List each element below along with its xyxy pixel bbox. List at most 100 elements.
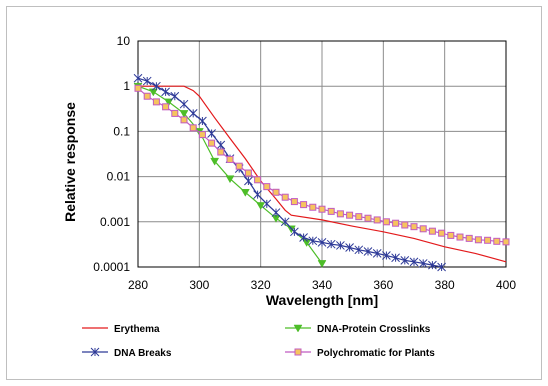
polychromatic-for-plants-marker bbox=[456, 233, 464, 241]
polychromatic-for-plants-marker bbox=[318, 205, 326, 213]
polychromatic-for-plants-marker bbox=[309, 203, 317, 211]
polychromatic-for-plants-marker bbox=[346, 211, 354, 219]
dna-protein-crosslinks-marker bbox=[179, 110, 189, 118]
y-tick-label: 0.0001 bbox=[93, 260, 130, 274]
dna-breaks-marker bbox=[345, 243, 354, 252]
dna-breaks-marker bbox=[308, 236, 318, 246]
polychromatic-for-plants-marker bbox=[189, 124, 197, 132]
dna-protein-crosslinks-marker bbox=[256, 202, 266, 210]
polychromatic-for-plants-marker bbox=[428, 227, 436, 235]
x-tick-label: 400 bbox=[496, 278, 516, 292]
legend-item-erythema: Erythema bbox=[82, 324, 160, 335]
polychromatic-for-plants-marker bbox=[493, 237, 501, 245]
legend-dna-breaks-marker bbox=[90, 347, 100, 357]
dna-breaks-marker bbox=[271, 208, 281, 217]
y-tick-label: 0.1 bbox=[113, 124, 130, 138]
polychromatic-for-plants-marker bbox=[484, 236, 492, 244]
polychromatic-for-plants-marker bbox=[281, 193, 289, 201]
x-tick-label: 340 bbox=[312, 278, 332, 292]
polychromatic-for-plants-marker bbox=[336, 210, 344, 218]
dna-protein-crosslinks-marker bbox=[302, 239, 312, 247]
dna-breaks-marker bbox=[372, 249, 382, 258]
dna-breaks-marker bbox=[437, 262, 446, 272]
dna-protein-crosslinks-line bbox=[137, 85, 323, 264]
dna-breaks-marker bbox=[244, 176, 253, 186]
polychromatic-for-plants-marker bbox=[382, 218, 390, 226]
dna-breaks-marker bbox=[409, 257, 419, 267]
series-dna-protein-crosslinks bbox=[133, 82, 327, 268]
x-tick-label: 320 bbox=[251, 278, 271, 292]
polychromatic-for-plants-marker bbox=[134, 84, 142, 92]
dna-breaks-marker bbox=[317, 238, 327, 247]
series-polychromatic-for-plants bbox=[134, 84, 510, 246]
y-tick-label: 0.001 bbox=[100, 215, 130, 229]
series-layer bbox=[133, 73, 510, 272]
x-tick-label: 300 bbox=[189, 278, 209, 292]
y-axis-title: Relative response bbox=[62, 102, 78, 222]
legend-item-polychromatic-for-plants: Polychromatic for Plants bbox=[285, 348, 435, 359]
dna-breaks-marker bbox=[336, 241, 345, 250]
dna-breaks-marker bbox=[382, 251, 391, 260]
polychromatic-for-plants-marker bbox=[419, 225, 427, 233]
polychromatic-for-plants-marker bbox=[235, 162, 243, 170]
dna-protein-crosslinks-marker bbox=[225, 175, 235, 184]
polychromatic-for-plants-marker bbox=[244, 169, 252, 177]
dna-breaks-marker bbox=[290, 227, 299, 237]
y-tick-label: 0.01 bbox=[107, 170, 131, 184]
dna-breaks-marker bbox=[152, 81, 161, 91]
polychromatic-for-plants-marker bbox=[474, 236, 482, 244]
polychromatic-for-plants-marker bbox=[263, 183, 271, 191]
dna-breaks-marker bbox=[326, 239, 336, 249]
dna-protein-crosslinks-marker bbox=[317, 260, 327, 268]
x-tick-label: 380 bbox=[435, 278, 455, 292]
dna-breaks-marker bbox=[354, 245, 364, 255]
dna-breaks-marker bbox=[428, 260, 437, 270]
x-tick-label: 280 bbox=[128, 278, 148, 292]
dna-breaks-marker bbox=[299, 233, 308, 242]
polychromatic-for-plants-marker bbox=[327, 207, 335, 215]
polychromatic-for-plants-marker bbox=[226, 155, 234, 163]
dna-breaks-marker bbox=[188, 109, 198, 118]
polychromatic-for-plants-marker bbox=[171, 109, 179, 117]
dna-protein-crosslinks-marker bbox=[240, 189, 250, 197]
dna-breaks-marker bbox=[133, 73, 143, 83]
x-tick-label: 360 bbox=[373, 278, 393, 292]
legend-item-dna-protein-crosslinks: DNA-Protein Crosslinks bbox=[285, 324, 431, 335]
dna-breaks-marker bbox=[179, 99, 189, 109]
dna-breaks-marker bbox=[280, 217, 290, 227]
dna-breaks-marker bbox=[198, 116, 207, 126]
dna-breaks-marker bbox=[400, 256, 410, 265]
dna-breaks-marker bbox=[161, 87, 170, 97]
dna-breaks-marker bbox=[391, 253, 400, 263]
polychromatic-for-plants-marker bbox=[180, 116, 188, 124]
dna-protein-crosslinks-marker bbox=[210, 157, 220, 166]
x-axis-title: Wavelength [nm] bbox=[266, 292, 378, 308]
polychromatic-for-plants-marker bbox=[392, 219, 400, 227]
polychromatic-for-plants-marker bbox=[300, 201, 308, 209]
dna-breaks-marker bbox=[216, 140, 226, 150]
polychromatic-for-plants-marker bbox=[162, 103, 170, 111]
series-dna-breaks bbox=[133, 73, 446, 272]
legend-item-dna-breaks: DNA Breaks bbox=[82, 347, 172, 359]
dna-protein-crosslinks-marker bbox=[164, 98, 174, 107]
dna-breaks-marker bbox=[170, 91, 180, 101]
legend-label-polychromatic-for-plants: Polychromatic for Plants bbox=[317, 348, 435, 359]
series-erythema bbox=[138, 85, 507, 263]
polychromatic-for-plants-marker bbox=[373, 216, 381, 224]
dna-breaks-marker bbox=[207, 129, 216, 138]
polychromatic-for-plants-marker bbox=[465, 234, 473, 242]
polychromatic-for-plants-marker bbox=[198, 131, 206, 139]
dna-breaks-marker bbox=[363, 247, 373, 256]
dna-breaks-marker bbox=[142, 76, 152, 86]
legend-polychromatic-for-plants-marker bbox=[294, 348, 302, 356]
polychromatic-for-plants-marker bbox=[254, 176, 262, 184]
polychromatic-for-plants-marker bbox=[401, 221, 409, 229]
polychromatic-for-plants-marker bbox=[272, 188, 280, 196]
dna-breaks-marker bbox=[262, 199, 272, 209]
legend-label-dna-protein-crosslinks: DNA-Protein Crosslinks bbox=[317, 324, 431, 335]
erythema-line bbox=[138, 85, 507, 263]
polychromatic-for-plants-marker bbox=[410, 223, 418, 231]
y-tick-label: 1 bbox=[123, 79, 130, 93]
dna-breaks-marker bbox=[253, 190, 262, 199]
